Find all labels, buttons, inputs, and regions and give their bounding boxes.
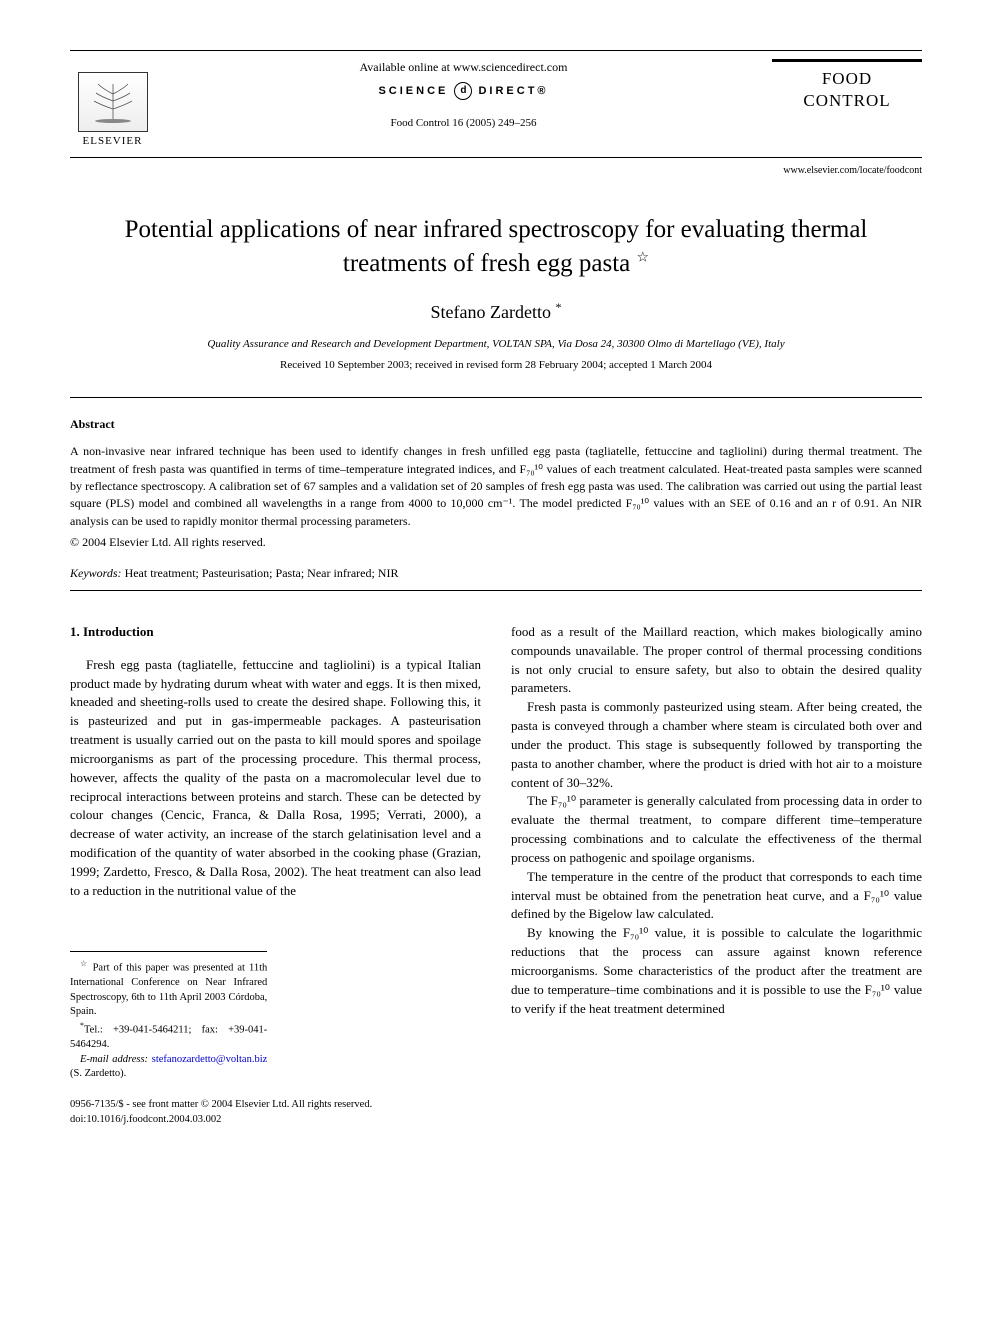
- journal-name-line1: FOOD: [772, 68, 922, 90]
- rule-above-abstract: [70, 397, 922, 398]
- elsevier-tree-icon: [78, 72, 148, 132]
- column-left: 1. Introduction Fresh egg pasta (tagliat…: [70, 623, 481, 1128]
- title-text: Potential applications of near infrared …: [125, 216, 868, 277]
- header-right: FOOD CONTROL: [772, 59, 922, 112]
- keywords-line: Keywords: Heat treatment; Pasteurisation…: [70, 565, 922, 582]
- col2-p2: Fresh pasta is commonly pasteurized usin…: [511, 698, 922, 792]
- email-label: E-mail address:: [80, 1054, 148, 1065]
- elsevier-logo: ELSEVIER: [70, 59, 155, 149]
- intro-paragraph-1: Fresh egg pasta (tagliatelle, fettuccine…: [70, 656, 481, 901]
- doi-line: doi:10.1016/j.foodcont.2004.03.002: [70, 1113, 481, 1128]
- journal-name: FOOD CONTROL: [772, 59, 922, 112]
- col2-p1: food as a result of the Maillard reactio…: [511, 623, 922, 698]
- footnote-star-icon: ☆: [80, 959, 89, 968]
- journal-reference: Food Control 16 (2005) 249–256: [175, 116, 752, 131]
- received-dates: Received 10 September 2003; received in …: [70, 358, 922, 373]
- email-suffix: (S. Zardetto).: [70, 1068, 126, 1079]
- journal-url: www.elsevier.com/locate/foodcont: [70, 164, 922, 178]
- abstract-section: Abstract A non-invasive near infrared te…: [70, 416, 922, 551]
- footnotes: ☆ Part of this paper was presented at 11…: [70, 951, 267, 1083]
- email-link[interactable]: stefanozardetto@voltan.biz: [152, 1054, 268, 1065]
- journal-name-line2: CONTROL: [772, 90, 922, 112]
- col2-p3: The F₇₀¹⁰ parameter is generally calcula…: [511, 792, 922, 867]
- title-note-marker: ☆: [637, 250, 650, 265]
- available-online-text: Available online at www.sciencedirect.co…: [175, 59, 752, 76]
- col2-p5: By knowing the F₇₀¹⁰ value, it is possib…: [511, 924, 922, 1018]
- keywords-label: Keywords:: [70, 566, 122, 580]
- footnote-conference: ☆ Part of this paper was presented at 11…: [70, 958, 267, 1020]
- body-columns: 1. Introduction Fresh egg pasta (tagliat…: [70, 623, 922, 1128]
- article-title: Potential applications of near infrared …: [100, 213, 892, 281]
- abstract-heading: Abstract: [70, 416, 922, 433]
- affiliation: Quality Assurance and Research and Devel…: [70, 337, 922, 352]
- footnote-tel-text: Tel.: +39-041-5464211; fax: +39-041-5464…: [70, 1024, 267, 1050]
- author-line: Stefano Zardetto *: [70, 299, 922, 325]
- abstract-text: A non-invasive near infrared technique h…: [70, 443, 922, 530]
- sciencedirect-left: SCIENCE: [378, 85, 448, 97]
- sciencedirect-logo: SCIENCE d DIRECT®: [175, 82, 752, 100]
- footnote-tel: *Tel.: +39-041-5464211; fax: +39-041-546…: [70, 1020, 267, 1053]
- sciencedirect-at-icon: d: [454, 82, 472, 100]
- author-name: Stefano Zardetto: [431, 302, 551, 322]
- author-corresponding-marker: *: [555, 300, 561, 314]
- header-center: Available online at www.sciencedirect.co…: [155, 59, 772, 131]
- keywords-text: Heat treatment; Pasteurisation; Pasta; N…: [122, 566, 399, 580]
- footnote-conference-text: Part of this paper was presented at 11th…: [70, 962, 267, 1017]
- sciencedirect-right: DIRECT®: [478, 85, 548, 97]
- abstract-body: A non-invasive near infrared technique h…: [70, 444, 922, 528]
- footnote-email: E-mail address: stefanozardetto@voltan.b…: [70, 1053, 267, 1082]
- journal-header: ELSEVIER Available online at www.science…: [70, 50, 922, 158]
- abstract-copyright: © 2004 Elsevier Ltd. All rights reserved…: [70, 534, 922, 551]
- column-right: food as a result of the Maillard reactio…: [511, 623, 922, 1128]
- introduction-heading: 1. Introduction: [70, 623, 481, 642]
- rule-below-keywords: [70, 590, 922, 591]
- front-matter-line: 0956-7135/$ - see front matter © 2004 El…: [70, 1098, 481, 1113]
- elsevier-label: ELSEVIER: [83, 134, 143, 149]
- col2-p4: The temperature in the centre of the pro…: [511, 868, 922, 925]
- doi-block: 0956-7135/$ - see front matter © 2004 El…: [70, 1098, 481, 1127]
